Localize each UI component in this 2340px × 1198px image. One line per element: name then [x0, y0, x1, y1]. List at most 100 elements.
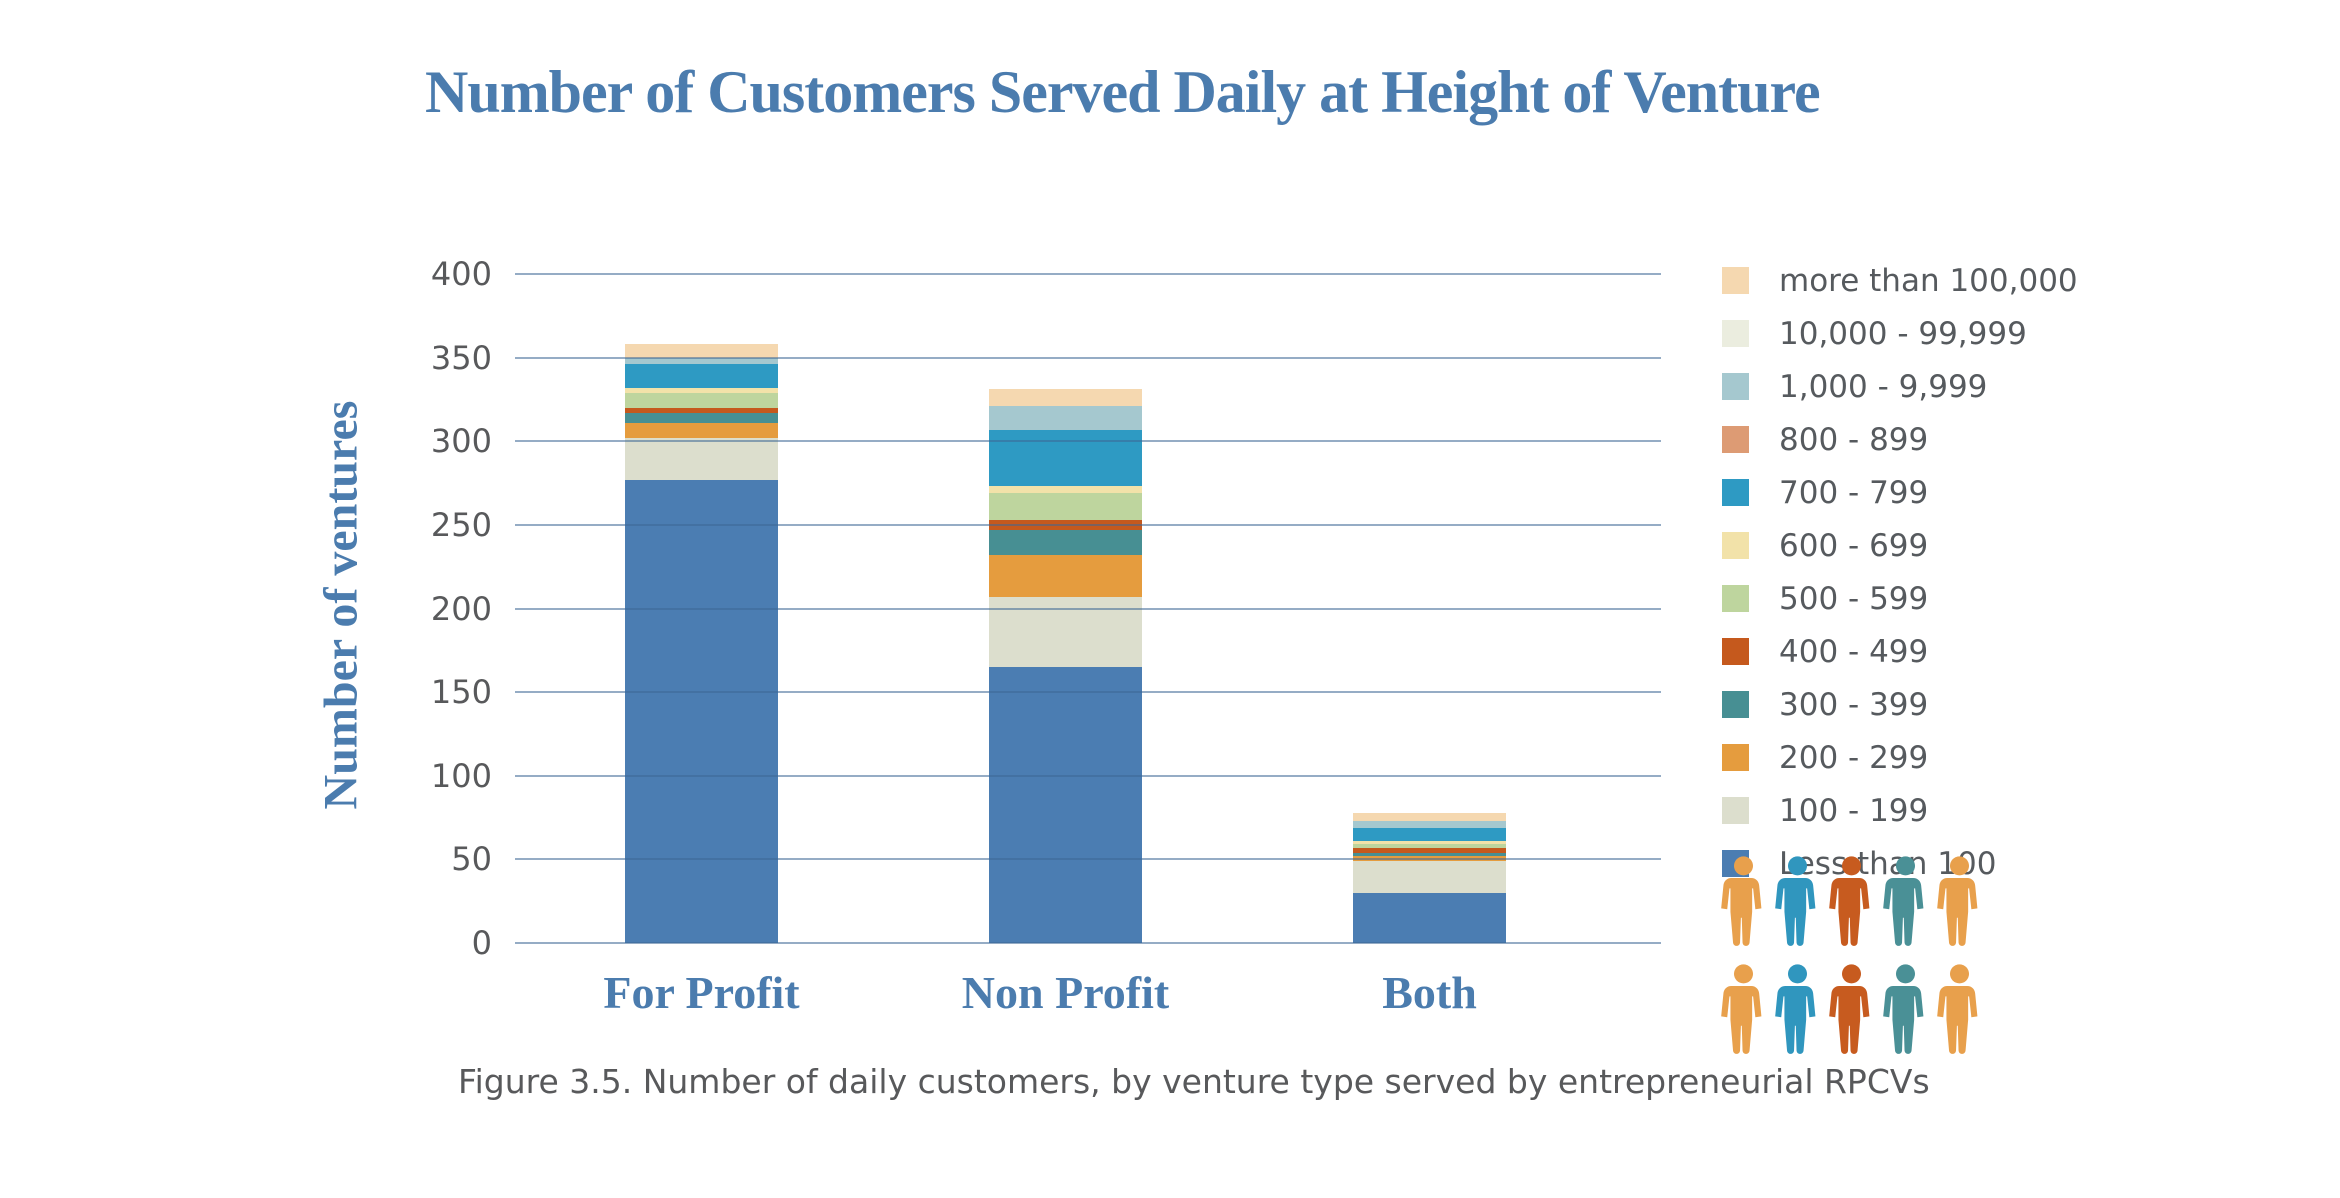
- category-label-both: Both: [1382, 967, 1477, 1018]
- gridline-50: [515, 858, 1661, 861]
- person-icon: [1775, 854, 1820, 947]
- bar-segment-both-less-than-100: [1353, 892, 1506, 943]
- legend-item-100-199: 100 - 199: [1722, 793, 2078, 829]
- bar-segment-for-profit-200-299: [625, 422, 778, 438]
- person-icon: [1937, 854, 1982, 947]
- bar-segment-non-profit-more-than-100-000: [989, 389, 1142, 407]
- legend-swatch-icon: [1722, 267, 1749, 294]
- bar-segment-for-profit-100-199: [625, 437, 778, 480]
- legend-label: 700 - 799: [1779, 474, 1929, 511]
- legend-label: 1,000 - 9,999: [1779, 368, 1988, 405]
- gridline-0: [515, 942, 1661, 944]
- people-pictogram: [1721, 854, 1982, 1055]
- y-tick-label-100: 100: [430, 756, 492, 795]
- category-label-for-profit: For Profit: [603, 967, 800, 1018]
- figure-caption: Figure 3.5. Number of daily customers, b…: [458, 1062, 1930, 1101]
- y-axis-ticks: 0 50 100 150 200 250 300 350 400: [340, 255, 492, 962]
- bar-segment-for-profit-500-599: [625, 392, 778, 408]
- legend-swatch-icon: [1722, 479, 1749, 506]
- gridline-300: [515, 440, 1661, 443]
- legend-label: 10,000 - 99,999: [1779, 315, 2027, 352]
- bar-segment-non-profit-600-699: [989, 486, 1142, 494]
- legend-label: more than 100,000: [1779, 262, 2078, 299]
- x-axis-labels: For Profit Non Profit Both: [515, 966, 1661, 1026]
- bar-segment-for-profit-700-799: [625, 364, 778, 388]
- bar-segment-both-700-799: [1353, 827, 1506, 841]
- legend-swatch-icon: [1722, 744, 1749, 771]
- bar-segment-non-profit-200-299: [989, 555, 1142, 597]
- bar-segment-non-profit-500-599: [989, 493, 1142, 520]
- bar-segment-non-profit-700-799: [989, 429, 1142, 487]
- person-icon: [1829, 854, 1874, 947]
- legend-swatch-icon: [1722, 426, 1749, 453]
- person-icon: [1775, 962, 1820, 1055]
- legend: more than 100,000 10,000 - 99,999 1,000 - …: [1722, 263, 2078, 882]
- y-tick-label-150: 150: [430, 673, 492, 712]
- y-tick-label-400: 400: [430, 255, 492, 293]
- gridline-250: [515, 523, 1661, 526]
- person-icon: [1937, 962, 1982, 1055]
- person-icon: [1721, 962, 1766, 1055]
- bar-segment-for-profit-1-000-9-999: [625, 357, 778, 365]
- bar-for-profit: [625, 344, 778, 943]
- legend-swatch-icon: [1722, 532, 1749, 559]
- y-tick-label-200: 200: [430, 589, 492, 628]
- legend-label: 600 - 699: [1779, 527, 1929, 564]
- bar-segment-for-profit-less-than-100: [625, 479, 778, 943]
- legend-item-400-499: 400 - 499: [1722, 634, 2078, 670]
- gridline-200: [515, 607, 1661, 610]
- y-tick-label-350: 350: [430, 338, 492, 377]
- legend-label: 300 - 399: [1779, 686, 1929, 723]
- bar-segment-both-1-000-9-999: [1353, 820, 1506, 828]
- legend-item-600-699: 600 - 699: [1722, 528, 2078, 564]
- bar-segment-both-100-199: [1353, 861, 1506, 893]
- y-tick-label-300: 300: [430, 422, 492, 461]
- legend-item-500-599: 500 - 599: [1722, 581, 2078, 617]
- legend-swatch-icon: [1722, 638, 1749, 665]
- legend-swatch-icon: [1722, 373, 1749, 400]
- chart-title: Number of Customers Served Daily at Heig…: [425, 59, 1821, 125]
- legend-swatch-icon: [1722, 320, 1749, 347]
- gridline-150: [515, 691, 1661, 694]
- legend-item-800-899: 800 - 899: [1722, 422, 2078, 458]
- person-icon: [1721, 854, 1766, 947]
- legend-label: 400 - 499: [1779, 633, 1929, 670]
- plot-area: [515, 273, 1661, 944]
- bar-segment-for-profit-400-499: [625, 407, 778, 413]
- y-tick-label-250: 250: [430, 505, 492, 544]
- y-tick-label-50: 50: [451, 840, 492, 879]
- y-tick-label-0: 0: [471, 924, 492, 962]
- bar-segment-both-600-699: [1353, 841, 1506, 845]
- bar-segment-non-profit-300-399: [989, 529, 1142, 555]
- bar-segment-non-profit-less-than-100: [989, 667, 1142, 943]
- legend-item-10-000-99-999: 10,000 - 99,999: [1722, 316, 2078, 352]
- legend-swatch-icon: [1722, 585, 1749, 612]
- category-label-non-profit: Non Profit: [961, 967, 1170, 1018]
- bar-segment-non-profit-1-000-9-999: [989, 406, 1142, 430]
- bar-segment-both-300-399: [1353, 852, 1506, 857]
- person-icon: [1829, 962, 1874, 1055]
- legend-label: 800 - 899: [1779, 421, 1929, 458]
- legend-label: 500 - 599: [1779, 580, 1929, 617]
- bar-segment-for-profit-more-than-100-000: [625, 344, 778, 358]
- person-icon: [1883, 854, 1928, 947]
- gridline-100: [515, 774, 1661, 777]
- legend-item-1-000-9-999: 1,000 - 9,999: [1722, 369, 2078, 405]
- legend-item-more-than-100-000: more than 100,000: [1722, 263, 2078, 299]
- legend-item-300-399: 300 - 399: [1722, 687, 2078, 723]
- bar-segment-both-500-599: [1353, 844, 1506, 848]
- legend-label: 100 - 199: [1779, 792, 1929, 829]
- bar-both: [1353, 812, 1506, 943]
- gridline-350: [515, 356, 1661, 359]
- bar-segment-for-profit-600-699: [625, 387, 778, 393]
- legend-label: 200 - 299: [1779, 739, 1929, 776]
- legend-swatch-icon: [1722, 797, 1749, 824]
- bar-non-profit: [989, 389, 1142, 943]
- legend-item-700-799: 700 - 799: [1722, 475, 2078, 511]
- person-icon: [1883, 962, 1928, 1055]
- bar-segment-for-profit-300-399: [625, 412, 778, 423]
- legend-swatch-icon: [1722, 691, 1749, 718]
- legend-item-200-299: 200 - 299: [1722, 740, 2078, 776]
- gridline-400: [515, 273, 1661, 275]
- bar-segment-both-400-499: [1353, 847, 1506, 853]
